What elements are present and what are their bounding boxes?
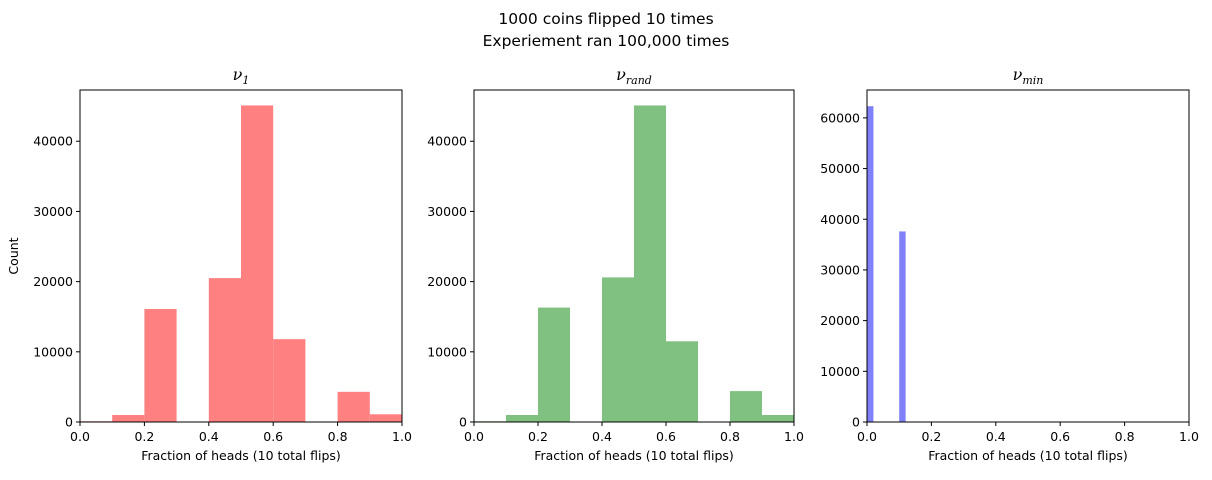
x-tick-label: 0.8: [328, 429, 348, 444]
panel-title: νrand: [616, 65, 652, 87]
x-axis-label: Fraction of heads (10 total flips): [534, 448, 734, 463]
histogram-bar: [762, 414, 794, 422]
histogram-bar: [337, 391, 370, 422]
x-tick-label: 0.2: [134, 429, 154, 444]
y-tick-label: 10000: [33, 344, 73, 359]
figure-title-line2: Experiement ran 100,000 times: [483, 32, 730, 50]
x-tick-label: 0.4: [986, 429, 1006, 444]
histogram-bar: [602, 277, 634, 422]
histogram-bar: [241, 105, 274, 422]
x-tick-label: 0.2: [921, 429, 941, 444]
histogram-bar: [730, 391, 762, 422]
x-tick-label: 0.0: [464, 429, 484, 444]
histogram-bar: [273, 339, 306, 422]
histogram-panels: 0.0 0.2 0.4 0.6 0.8 1.0 0 10000 20000 30000 40000 ν…: [6, 65, 1199, 463]
y-tick-label: 10000: [820, 364, 860, 379]
histogram-bar: [112, 414, 145, 422]
histogram-bar: [208, 278, 241, 422]
histogram-panel-2: 0.0 0.2 0.4 0.6 0.8 1.0 0 10000 20000 30000 40000 ν…: [427, 65, 804, 463]
y-tick-label: 20000: [33, 274, 73, 289]
x-tick-label: 0.0: [857, 429, 877, 444]
x-tick-label: 1.0: [1179, 429, 1199, 444]
axes-frame: [473, 89, 795, 423]
x-tick-label: 0.4: [199, 429, 219, 444]
y-tick-label: 20000: [820, 313, 860, 328]
x-tick-label: 1.0: [392, 429, 412, 444]
axes-frame: [866, 89, 1190, 423]
histogram-bar: [899, 231, 906, 422]
x-tick-label: 0.6: [1050, 429, 1070, 444]
x-tick-label: 0.6: [263, 429, 283, 444]
y-tick-label: 40000: [33, 134, 73, 149]
figure-title-line1: 1000 coins flipped 10 times: [498, 10, 713, 28]
histogram-bar: [867, 106, 874, 422]
histogram-bar: [369, 414, 402, 422]
panel-title: ν1: [233, 65, 250, 87]
y-tick-label: 30000: [427, 204, 467, 219]
x-axis-label: Fraction of heads (10 total flips): [141, 448, 341, 463]
x-tick-label: 0.2: [528, 429, 548, 444]
y-tick-label: 0: [65, 415, 73, 430]
y-tick-label: 30000: [820, 262, 860, 277]
x-tick-label: 0.8: [1115, 429, 1135, 444]
x-tick-label: 1.0: [784, 429, 804, 444]
x-axis-label: Fraction of heads (10 total flips): [928, 448, 1128, 463]
y-tick-label: 0: [852, 415, 860, 430]
y-tick-label: 10000: [427, 344, 467, 359]
y-tick-label: 40000: [820, 212, 860, 227]
histogram-panel-3: 0.0 0.2 0.4 0.6 0.8 1.0 0 10000 20000 30000 40000 5…: [820, 65, 1199, 463]
y-tick-label: 40000: [427, 134, 467, 149]
x-tick-label: 0.8: [720, 429, 740, 444]
y-tick-label: 30000: [33, 204, 73, 219]
histogram-bar: [666, 341, 698, 422]
axes-frame: [79, 89, 403, 423]
histogram-bar: [506, 414, 538, 422]
x-tick-label: 0.6: [656, 429, 676, 444]
y-axis-label: Count: [6, 237, 21, 274]
x-tick-label: 0.0: [70, 429, 90, 444]
panel-title: νmin: [1013, 65, 1044, 87]
histogram-bar: [634, 105, 666, 422]
histogram-bar: [144, 308, 177, 422]
y-tick-label: 0: [459, 415, 467, 430]
x-tick-label: 0.4: [592, 429, 612, 444]
y-tick-label: 50000: [820, 161, 860, 176]
histogram-bar: [538, 307, 570, 422]
y-tick-label: 20000: [427, 274, 467, 289]
y-tick-label: 60000: [820, 110, 860, 125]
histogram-panel-1: 0.0 0.2 0.4 0.6 0.8 1.0 0 10000 20000 30000 40000 ν…: [6, 65, 412, 463]
